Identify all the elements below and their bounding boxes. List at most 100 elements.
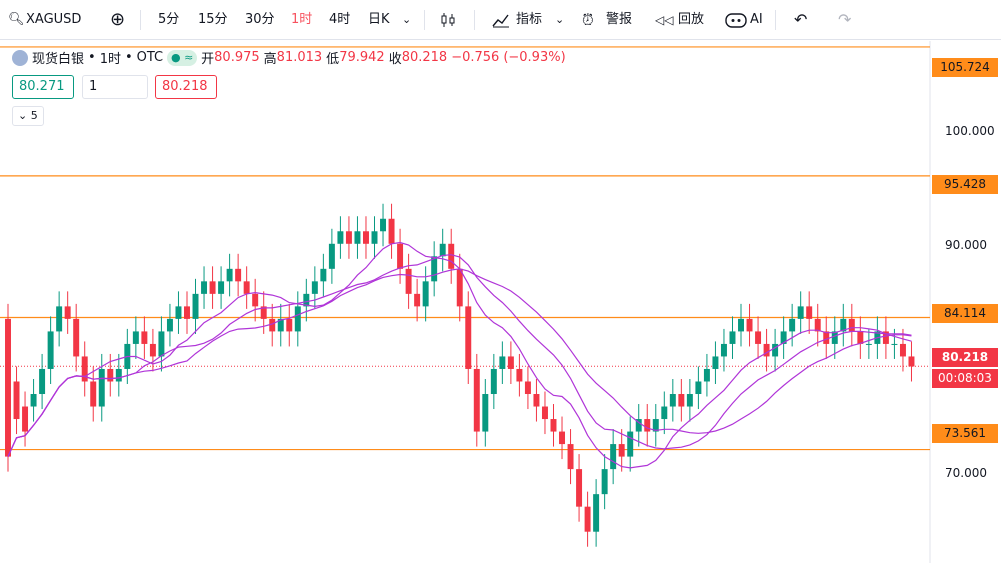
candle-body	[678, 394, 685, 407]
candle-body	[559, 431, 566, 445]
ohlc-legend: 现货白银 • 1时 • OTC ● ≈ 开 80.975 高 81.013 低 79.…	[12, 48, 566, 67]
candle-body	[746, 318, 753, 332]
candle-body	[235, 268, 242, 282]
candle-body	[30, 394, 37, 407]
candle-body	[226, 268, 233, 282]
ma-collapse-toggle[interactable]: ⌄ 5	[12, 106, 44, 126]
candle-body	[473, 368, 480, 432]
countdown-tag: 00:08:03	[932, 369, 998, 388]
candle-body	[601, 469, 608, 495]
add-symbol-icon[interactable]: ⊕	[110, 9, 126, 30]
candle-body	[81, 356, 88, 382]
candle-body	[98, 368, 105, 407]
candle-body	[5, 318, 11, 457]
low-label: 低	[326, 52, 340, 67]
quantity-input[interactable]: 1	[82, 75, 148, 99]
symbol-search[interactable]: XAGUSD	[26, 12, 82, 27]
high-label: 高	[263, 52, 277, 67]
candle-body	[908, 356, 915, 367]
candle-body	[201, 281, 208, 294]
replay-button[interactable]: 回放	[678, 12, 705, 27]
divider	[424, 10, 425, 30]
candle-body	[899, 343, 906, 357]
candle-body	[260, 306, 267, 319]
low-value: 79.942	[339, 50, 385, 65]
candle-body	[431, 256, 438, 282]
candle-body	[567, 444, 574, 470]
redo-icon[interactable]: ↷	[838, 10, 852, 29]
candle-body	[439, 243, 446, 257]
candle-body	[149, 343, 156, 357]
candle-body	[848, 318, 855, 332]
chevron-down-icon[interactable]: ⌄	[555, 13, 565, 26]
axis-tick-label: 70.000	[945, 466, 987, 480]
replay-icon[interactable]: ◁◁	[655, 13, 674, 27]
candle-body	[47, 331, 54, 369]
change-value: −0.756	[451, 50, 500, 65]
silver-logo-icon	[12, 49, 28, 66]
interval-1d[interactable]: 日K	[368, 12, 390, 27]
interval-5m[interactable]: 5分	[158, 12, 180, 27]
candle-body	[593, 494, 600, 532]
candle-body	[115, 368, 122, 382]
alarm-clock-icon[interactable]: ⏰︎	[582, 11, 594, 29]
chevron-down-icon[interactable]: ⌄	[402, 13, 412, 26]
candle-body	[354, 231, 361, 244]
level-tag: 73.561	[932, 424, 998, 443]
candle-body	[13, 381, 20, 420]
alert-button[interactable]: 警报	[606, 12, 633, 27]
legend-source: OTC	[136, 50, 164, 65]
candle-body	[669, 394, 676, 407]
candle-body	[695, 381, 702, 395]
candle-body	[303, 293, 310, 307]
interval-15m[interactable]: 15分	[198, 12, 228, 27]
candle-body	[243, 281, 250, 294]
level-tag: 105.724	[932, 58, 998, 77]
price-chart[interactable]	[0, 41, 1001, 563]
close-label: 收	[388, 52, 402, 67]
candle-body	[772, 343, 779, 357]
open-label: 开	[201, 52, 215, 67]
candle-body	[158, 331, 165, 357]
indicators-button[interactable]: 指标	[516, 12, 543, 27]
candle-body	[891, 343, 898, 345]
candle-body	[524, 381, 531, 395]
interval-4h[interactable]: 4时	[329, 12, 351, 27]
candle-body	[661, 406, 668, 420]
candle-body	[806, 306, 813, 319]
candle-body	[414, 293, 421, 307]
status-wave-icon: ≈	[184, 50, 194, 64]
candle-body	[320, 268, 327, 282]
undo-icon[interactable]: ↶	[794, 10, 808, 29]
candle-body	[840, 318, 847, 332]
level-tag: 84.114	[932, 304, 998, 323]
candle-body	[294, 306, 301, 332]
candle-body	[516, 368, 523, 382]
candle-body	[482, 394, 489, 432]
market-status-badge[interactable]: ● ≈	[167, 49, 198, 66]
candle-body	[686, 394, 693, 407]
indicators-icon[interactable]	[492, 12, 510, 28]
interval-1h[interactable]: 1时	[291, 12, 313, 27]
axis-tick-label: 90.000	[945, 238, 987, 252]
candle-body	[763, 343, 770, 357]
candle-body	[712, 356, 719, 369]
candle-body	[541, 406, 548, 420]
candle-body	[269, 318, 276, 332]
search-icon[interactable]: 🔍︎	[8, 12, 25, 27]
candle-body	[56, 306, 63, 332]
ask-price-button[interactable]: 80.218	[155, 75, 217, 99]
bid-price-button[interactable]: 80.271	[12, 75, 74, 99]
candle-body	[584, 506, 591, 532]
ai-robot-icon[interactable]	[725, 11, 747, 29]
close-value: 80.218	[401, 50, 448, 65]
candle-body	[857, 331, 864, 344]
candlestick-icon[interactable]	[440, 12, 456, 28]
ai-button[interactable]: AI	[750, 12, 763, 27]
moving-average-line	[7, 268, 912, 457]
candle-body	[882, 331, 889, 344]
candle-body	[635, 419, 642, 432]
candle-body	[286, 318, 293, 332]
level-tag: 95.428	[932, 175, 998, 194]
interval-30m[interactable]: 30分	[245, 12, 275, 27]
